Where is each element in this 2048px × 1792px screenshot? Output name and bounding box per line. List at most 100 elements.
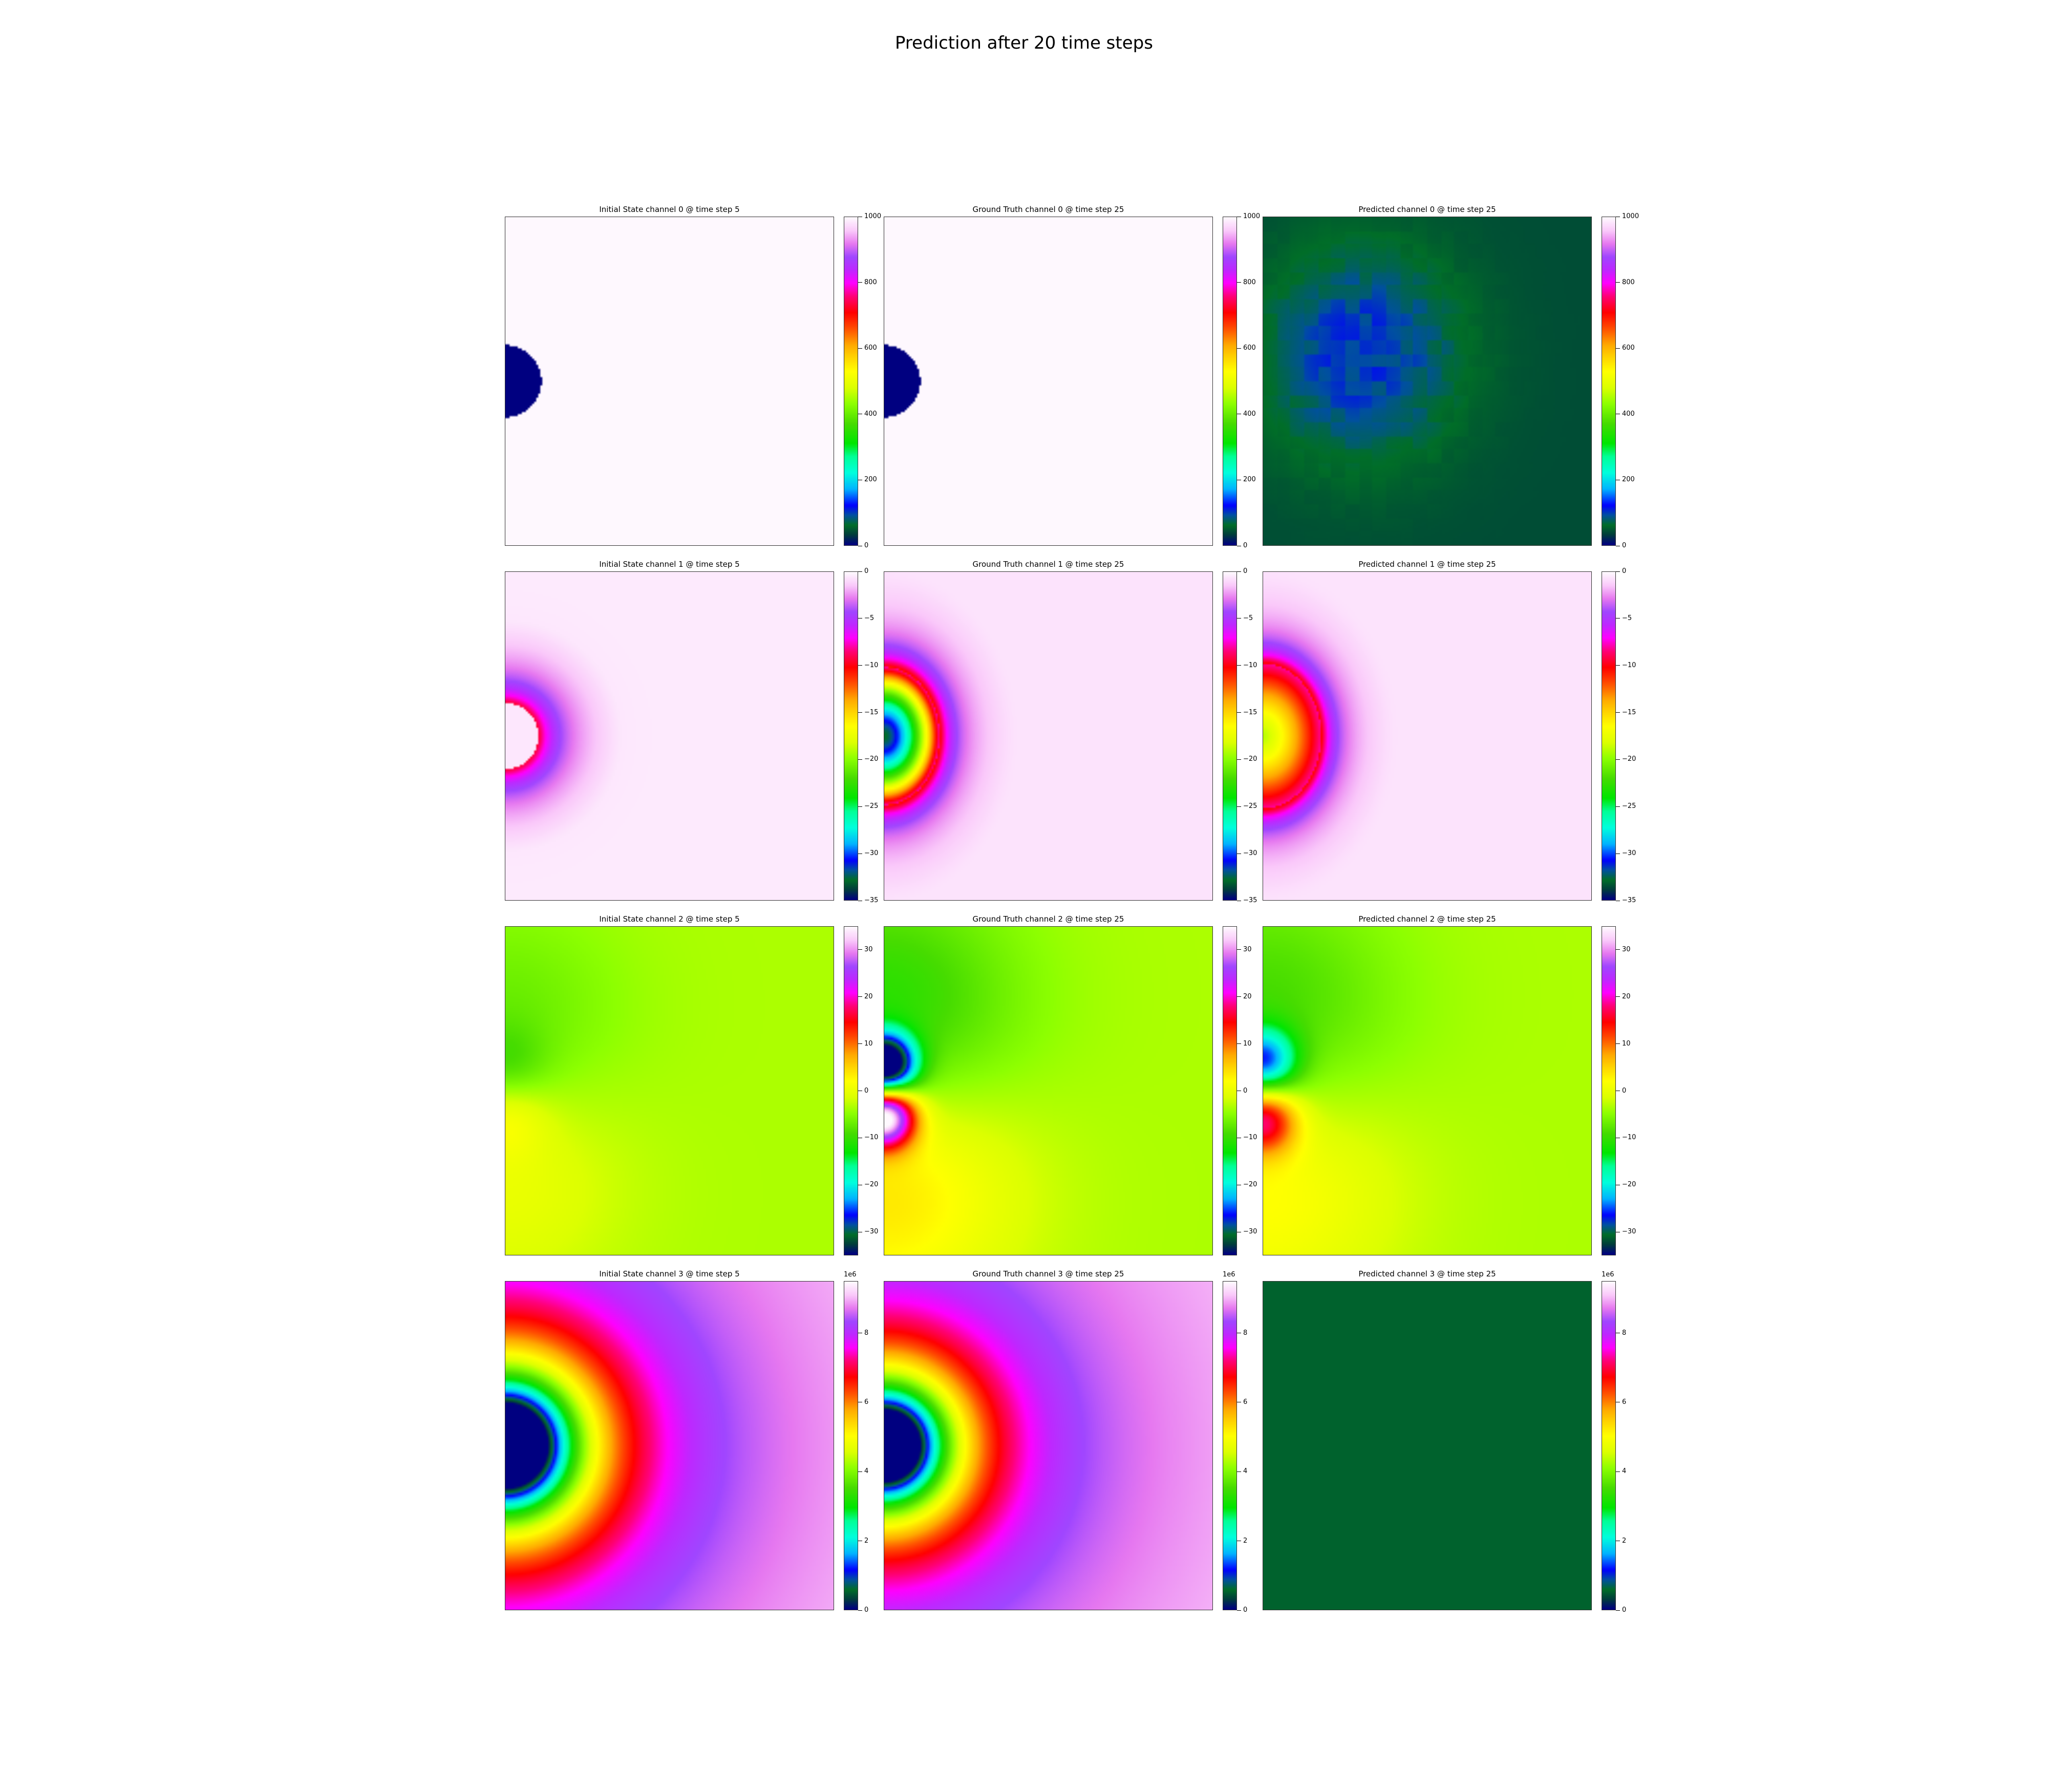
heatmap-image-r1c1 [884, 572, 1212, 900]
colorbar-tick-label-r1c1-2: −25 [1243, 802, 1257, 810]
colorbar-tick-label-r3c0-2: 4 [864, 1467, 869, 1476]
colorbar-tick-label-r1c0-7: 0 [864, 567, 869, 575]
colorbar-tick-label-r1c1-3: −20 [1243, 755, 1257, 763]
colorbar-tick-r2c1-5 [1237, 996, 1241, 997]
panel-title-r3c0: Initial State channel 3 @ time step 5 [599, 1269, 740, 1278]
colorbar-tick-label-r0c0-5: 1000 [864, 212, 882, 220]
colorbar-tick-label-r3c0-3: 6 [864, 1398, 869, 1406]
colorbar-gradient-r3c0 [844, 1282, 858, 1610]
colorbar-tick-r0c2-4 [1616, 282, 1620, 283]
colorbar-tick-label-r1c0-1: −30 [864, 849, 879, 858]
colorbar-tick-label-r0c1-2: 400 [1243, 410, 1256, 418]
colorbar-gradient-r2c2 [1602, 927, 1615, 1255]
colorbar-tick-label-r0c0-1: 200 [864, 476, 877, 484]
colorbar-gradient-r2c0 [844, 927, 858, 1255]
colorbar-gradient-r1c2 [1602, 572, 1615, 900]
colorbar-tick-label-r3c2-0: 0 [1622, 1606, 1627, 1614]
colorbar-tick-label-r2c2-4: 10 [1622, 1039, 1631, 1048]
heatmap-panel-r1c1 [884, 571, 1213, 901]
colorbar-multiplier-r3c2: 1e6 [1602, 1271, 1614, 1278]
colorbar-tick-r1c0-2 [858, 806, 862, 807]
colorbar-tick-label-r0c0-3: 600 [864, 344, 877, 352]
colorbar-r1c1 [1223, 571, 1237, 901]
colorbar-tick-label-r3c0-0: 0 [864, 1606, 869, 1614]
colorbar-tick-r1c2-3 [1616, 759, 1620, 760]
colorbar-tick-label-r2c2-5: 20 [1622, 992, 1631, 1000]
colorbar-tick-label-r2c1-3: 0 [1243, 1086, 1248, 1095]
heatmap-image-r3c0 [505, 1282, 834, 1610]
colorbar-tick-r1c1-3 [1237, 759, 1241, 760]
colorbar-tick-label-r0c2-2: 400 [1622, 410, 1635, 418]
colorbar-tick-r3c2-2 [1616, 1471, 1620, 1472]
colorbar-tick-r3c2-0 [1616, 1610, 1620, 1611]
colorbar-tick-label-r1c0-6: −5 [864, 614, 874, 622]
colorbar-tick-label-r0c0-2: 400 [864, 410, 877, 418]
heatmap-panel-r0c1 [884, 217, 1213, 546]
colorbar-tick-label-r0c2-3: 600 [1622, 344, 1635, 352]
heatmap-panel-r0c0 [505, 217, 834, 546]
colorbar-tick-label-r3c2-2: 4 [1622, 1467, 1627, 1476]
colorbar-tick-r2c0-5 [858, 996, 862, 997]
colorbar-tick-label-r0c1-3: 600 [1243, 344, 1256, 352]
colorbar-tick-label-r2c2-6: 30 [1622, 945, 1631, 953]
colorbar-tick-label-r1c2-3: −20 [1622, 755, 1636, 763]
colorbar-tick-label-r1c2-7: 0 [1622, 567, 1627, 575]
colorbar-tick-r1c1-2 [1237, 806, 1241, 807]
colorbar-tick-label-r2c1-4: 10 [1243, 1039, 1252, 1048]
heatmap-image-r0c1 [884, 217, 1212, 545]
colorbar-tick-label-r2c0-5: 20 [864, 992, 873, 1000]
colorbar-tick-r0c2-3 [1616, 348, 1620, 349]
panel-title-r0c2: Predicted channel 0 @ time step 25 [1358, 205, 1496, 214]
colorbar-tick-r3c1-2 [1237, 1471, 1241, 1472]
colorbar-tick-r2c0-4 [858, 1043, 862, 1044]
colorbar-tick-label-r3c2-1: 2 [1622, 1537, 1627, 1545]
colorbar-tick-r1c0-7 [858, 571, 862, 572]
heatmap-image-r0c0 [505, 217, 834, 545]
colorbar-tick-r3c1-0 [1237, 1610, 1241, 1611]
colorbar-tick-r1c1-4 [1237, 712, 1241, 713]
colorbar-tick-label-r1c1-6: −5 [1243, 614, 1253, 622]
colorbar-tick-label-r0c2-5: 1000 [1622, 212, 1639, 220]
colorbar-tick-label-r1c0-2: −25 [864, 802, 879, 810]
colorbar-r0c1 [1223, 217, 1237, 546]
colorbar-tick-label-r0c0-4: 800 [864, 278, 877, 286]
heatmap-panel-r2c0 [505, 926, 834, 1255]
colorbar-tick-label-r2c1-6: 30 [1243, 945, 1252, 953]
colorbar-tick-label-r2c0-4: 10 [864, 1039, 873, 1048]
colorbar-tick-label-r3c1-0: 0 [1243, 1606, 1248, 1614]
colorbar-gradient-r1c0 [844, 572, 858, 900]
heatmap-image-r3c1 [884, 1282, 1212, 1610]
colorbar-tick-label-r2c1-1: −20 [1243, 1181, 1257, 1189]
panel-title-r2c0: Initial State channel 2 @ time step 5 [599, 914, 740, 924]
colorbar-tick-label-r2c2-0: −30 [1622, 1228, 1636, 1236]
colorbar-gradient-r2c1 [1223, 927, 1236, 1255]
colorbar-tick-label-r2c2-2: −10 [1622, 1134, 1636, 1142]
colorbar-r0c2 [1602, 217, 1616, 546]
panel-title-r2c2: Predicted channel 2 @ time step 25 [1358, 914, 1496, 924]
colorbar-tick-label-r2c0-3: 0 [864, 1086, 869, 1095]
colorbar-tick-label-r2c0-0: −30 [864, 1228, 879, 1236]
colorbar-r1c2 [1602, 571, 1616, 901]
colorbar-tick-label-r1c2-1: −30 [1622, 849, 1636, 858]
colorbar-tick-label-r3c2-3: 6 [1622, 1398, 1627, 1406]
colorbar-tick-label-r0c2-1: 200 [1622, 476, 1635, 484]
colorbar-tick-label-r2c0-1: −20 [864, 1181, 879, 1189]
colorbar-tick-label-r1c1-1: −30 [1243, 849, 1257, 858]
colorbar-tick-r1c0-5 [858, 665, 862, 666]
colorbar-tick-label-r3c0-4: 8 [864, 1329, 869, 1337]
colorbar-tick-r3c0-2 [858, 1471, 862, 1472]
colorbar-tick-r3c0-0 [858, 1610, 862, 1611]
colorbar-tick-label-r0c2-0: 0 [1622, 542, 1627, 549]
colorbar-tick-r2c2-5 [1616, 996, 1620, 997]
colorbar-tick-label-r1c0-0: −35 [864, 897, 879, 904]
colorbar-tick-r1c2-5 [1616, 665, 1620, 666]
colorbar-tick-r1c2-7 [1616, 571, 1620, 572]
colorbar-tick-label-r1c1-5: −10 [1243, 661, 1257, 669]
colorbar-tick-r1c0-4 [858, 712, 862, 713]
colorbar-tick-label-r3c1-4: 8 [1243, 1329, 1248, 1337]
heatmap-panel-r2c1 [884, 926, 1213, 1255]
colorbar-tick-label-r1c1-4: −15 [1243, 708, 1257, 716]
heatmap-panel-r3c1 [884, 1281, 1213, 1610]
colorbar-tick-label-r1c0-3: −20 [864, 755, 879, 763]
colorbar-tick-label-r2c2-1: −20 [1622, 1181, 1636, 1189]
